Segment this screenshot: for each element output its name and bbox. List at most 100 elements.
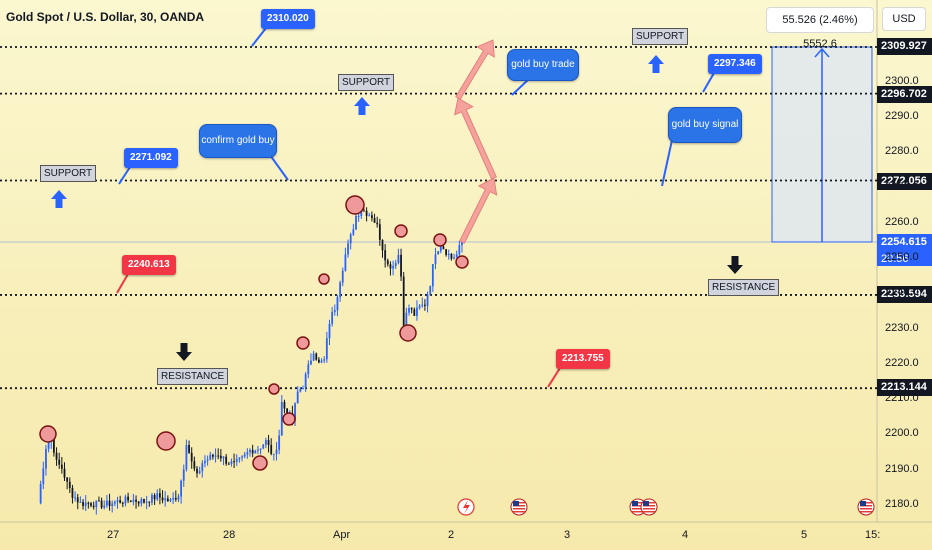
candle-body[interactable] bbox=[241, 456, 243, 458]
candle-body[interactable] bbox=[325, 338, 328, 360]
candle-body[interactable] bbox=[307, 364, 310, 375]
candle-body[interactable] bbox=[458, 245, 461, 255]
candle-body[interactable] bbox=[421, 304, 424, 306]
candle-body[interactable] bbox=[129, 500, 132, 502]
candle-body[interactable] bbox=[219, 455, 222, 459]
swing-point-marker[interactable] bbox=[394, 224, 408, 238]
candle-body[interactable] bbox=[368, 215, 371, 217]
candle-body[interactable] bbox=[82, 501, 84, 506]
candle-body[interactable] bbox=[119, 500, 122, 503]
candle-body[interactable] bbox=[357, 215, 360, 217]
candle-body[interactable] bbox=[254, 450, 257, 454]
candle-body[interactable] bbox=[204, 460, 206, 464]
candle-body[interactable] bbox=[400, 254, 402, 277]
candle-body[interactable] bbox=[386, 260, 389, 265]
candle-body[interactable] bbox=[265, 440, 267, 445]
candle-body[interactable] bbox=[198, 471, 201, 474]
currency-button[interactable]: USD bbox=[882, 7, 926, 31]
resistance-down-arrow-right[interactable] bbox=[727, 256, 743, 274]
candle-body[interactable] bbox=[182, 469, 185, 481]
candle-body[interactable] bbox=[164, 498, 167, 501]
candle-body[interactable] bbox=[169, 499, 172, 502]
candle-body[interactable] bbox=[60, 464, 63, 469]
candle-body[interactable] bbox=[161, 497, 164, 501]
candle-body[interactable] bbox=[434, 254, 437, 265]
candle-body[interactable] bbox=[310, 360, 312, 365]
price-tag-2297[interactable]: 2297.346 bbox=[708, 54, 762, 74]
candle-body[interactable] bbox=[180, 480, 182, 497]
candle-body[interactable] bbox=[47, 441, 50, 449]
candle-body[interactable] bbox=[408, 307, 410, 313]
candle-body[interactable] bbox=[106, 500, 108, 506]
candle-body[interactable] bbox=[116, 500, 119, 502]
candle-body[interactable] bbox=[172, 497, 175, 500]
candle-body[interactable] bbox=[185, 445, 188, 470]
callout-confirm-gold-buy[interactable]: confirm gold buy bbox=[199, 124, 277, 158]
candle-body[interactable] bbox=[275, 449, 278, 454]
candle-body[interactable] bbox=[92, 505, 95, 508]
candle-body[interactable] bbox=[389, 264, 392, 269]
candle-body[interactable] bbox=[148, 501, 151, 503]
candle-body[interactable] bbox=[442, 246, 445, 250]
candle-body[interactable] bbox=[323, 359, 326, 361]
candle-body[interactable] bbox=[235, 459, 238, 462]
candle-body[interactable] bbox=[233, 461, 235, 463]
projection-arrow-1[interactable] bbox=[459, 177, 498, 244]
candle-body[interactable] bbox=[103, 505, 106, 508]
candle-body[interactable] bbox=[166, 498, 169, 502]
candle-body[interactable] bbox=[302, 388, 304, 390]
candle-body[interactable] bbox=[267, 440, 270, 445]
candle-body[interactable] bbox=[410, 307, 413, 310]
candle-body[interactable] bbox=[315, 353, 318, 360]
price-tag-2271[interactable]: 2271.092 bbox=[124, 148, 178, 168]
projection-arrow-2[interactable] bbox=[454, 97, 497, 180]
candle-body[interactable] bbox=[418, 305, 421, 308]
candle-body[interactable] bbox=[437, 251, 440, 255]
candle-body[interactable] bbox=[196, 468, 198, 474]
swing-point-marker[interactable] bbox=[282, 412, 296, 426]
candle-body[interactable] bbox=[376, 222, 379, 225]
candle-body[interactable] bbox=[413, 309, 416, 316]
candle-body[interactable] bbox=[76, 497, 79, 503]
candle-body[interactable] bbox=[365, 210, 368, 216]
candle-body[interactable] bbox=[108, 500, 111, 507]
candle-body[interactable] bbox=[124, 496, 127, 504]
swing-point-marker[interactable] bbox=[268, 383, 280, 395]
candle-body[interactable] bbox=[63, 468, 66, 478]
candle-body[interactable] bbox=[355, 215, 357, 230]
candle-body[interactable] bbox=[100, 500, 103, 508]
candle-body[interactable] bbox=[68, 481, 71, 488]
candle-body[interactable] bbox=[209, 454, 212, 460]
candle-body[interactable] bbox=[87, 502, 90, 504]
candle-body[interactable] bbox=[42, 468, 45, 484]
candle-body[interactable] bbox=[98, 500, 100, 502]
support-up-arrow-left[interactable] bbox=[51, 190, 67, 208]
candle-body[interactable] bbox=[206, 459, 209, 461]
support-label-right[interactable]: SUPPORT bbox=[632, 28, 689, 45]
candle-body[interactable] bbox=[45, 448, 47, 469]
candle-body[interactable] bbox=[394, 263, 397, 267]
resistance-down-arrow-left[interactable] bbox=[176, 343, 192, 361]
support-label-middle[interactable]: SUPPORT bbox=[338, 74, 395, 91]
candle-body[interactable] bbox=[222, 456, 225, 459]
candle-body[interactable] bbox=[431, 264, 434, 287]
support-up-arrow-middle[interactable] bbox=[354, 97, 370, 115]
candle-body[interactable] bbox=[320, 360, 323, 363]
candle-body[interactable] bbox=[159, 493, 161, 498]
candle-body[interactable] bbox=[145, 501, 148, 503]
candle-body[interactable] bbox=[280, 402, 283, 436]
candle-body[interactable] bbox=[217, 455, 220, 457]
candle-body[interactable] bbox=[90, 503, 92, 506]
candle-body[interactable] bbox=[349, 234, 352, 244]
candle-body[interactable] bbox=[214, 455, 217, 457]
candle-body[interactable] bbox=[127, 496, 129, 501]
candle-body[interactable] bbox=[58, 459, 61, 465]
candle-body[interactable] bbox=[402, 276, 405, 326]
swing-point-marker[interactable] bbox=[318, 273, 330, 285]
candle-body[interactable] bbox=[405, 312, 408, 326]
candle-body[interactable] bbox=[53, 436, 55, 453]
candle-body[interactable] bbox=[270, 444, 273, 454]
candle-body[interactable] bbox=[74, 497, 76, 499]
candle-body[interactable] bbox=[304, 374, 307, 389]
